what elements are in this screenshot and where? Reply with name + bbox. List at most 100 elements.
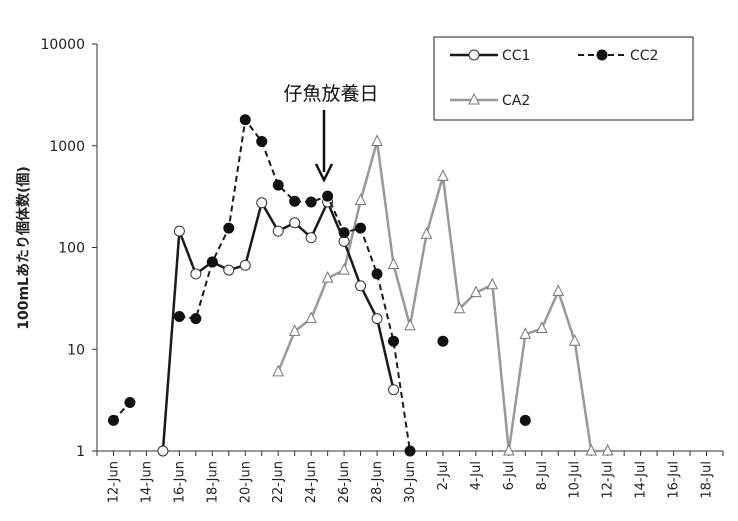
x-tick-label: 28-Jun [370,461,385,503]
data-point-cc2 [206,256,218,268]
data-point-ca2 [404,318,416,331]
y-axis-label: 100mLあたり個体数(個) [15,166,32,330]
series-layer [107,114,614,457]
data-point-cc2 [437,335,449,347]
x-tick-label: 14-Jul [634,461,649,499]
data-point-ca2 [305,311,317,324]
series-cc2 [107,114,531,457]
data-point-ca2 [585,443,598,456]
x-tick-label: 12-Jul [601,461,616,499]
y-tick-label: 1000 [49,139,85,155]
data-point-cc2 [322,190,334,202]
data-point-cc2 [173,310,185,322]
y-tick-label: 10000 [40,37,85,53]
data-point-cc2 [371,268,383,280]
data-point-cc1 [223,264,235,276]
data-point-ca2 [288,324,301,336]
x-tick-label: 12-Jun [106,461,121,503]
x-tick-label: 20-Jun [238,461,253,503]
data-point-cc1 [272,225,284,237]
legend-swatch-marker [468,92,480,105]
data-point-ca2 [486,277,499,290]
data-point-cc1 [388,384,400,396]
data-point-cc2 [289,195,301,207]
x-tick-label: 2-Jul [436,461,451,490]
x-tick-label: 22-Jun [271,461,286,503]
x-tick-label: 10-Jul [568,461,583,499]
data-point-ca2 [453,301,466,314]
data-point-ca2 [552,284,565,296]
data-point-ca2 [470,285,482,298]
y-tick-label: 10 [67,342,85,358]
data-point-cc2 [107,414,119,426]
data-point-ca2 [568,334,581,346]
data-point-cc2 [190,313,202,325]
data-point-cc1 [239,259,251,271]
data-point-ca2 [519,327,532,339]
data-point-cc1 [371,313,383,325]
data-point-ca2 [420,227,433,239]
data-point-cc2 [338,227,350,239]
x-tick-label: 16-Jun [172,461,187,503]
data-point-cc2 [272,179,284,191]
legend-label: CC1 [502,48,530,64]
x-tick-label: 24-Jun [304,461,319,503]
data-point-cc2 [404,445,416,457]
data-point-ca2 [354,193,367,205]
y-tick-label: 100 [58,241,85,257]
legend-label: CC2 [630,48,658,64]
data-point-cc2 [388,335,400,347]
legend-label: CA2 [502,93,530,109]
series-line-cc2 [179,118,411,452]
x-axis-ticks: 12-Jun 14-Jun 16-Jun 18-Jun 20-Jun 22-Jun 24-J… [96,451,724,503]
x-tick-label: 18-Jul [700,461,715,499]
data-point-ca2 [535,321,548,333]
data-point-ca2 [601,443,614,456]
x-tick-label: 30-Jun [403,461,418,503]
y-tick-label: 1 [76,444,85,460]
data-point-ca2 [321,271,334,283]
series-cc1 [157,196,400,457]
legend-item-cc2: CC2 [578,48,658,64]
data-point-cc1 [157,445,169,457]
data-point-cc1 [305,232,317,244]
series-ca2 [272,134,614,456]
data-point-ca2 [387,257,400,270]
x-tick-label: 4-Jul [469,461,484,490]
data-point-ca2 [437,169,449,181]
data-point-ca2 [503,443,515,456]
data-point-cc1 [256,197,268,209]
data-point-cc1 [190,268,202,280]
data-point-cc1 [355,280,367,292]
y-axis-ticks: 1 10 100 1000 10000 [40,37,97,460]
x-tick-label: 14-Jun [139,461,154,503]
legend-swatch-marker [468,49,480,61]
legend-swatch-marker [596,49,608,61]
data-point-ca2 [272,364,285,377]
data-point-cc1 [289,217,301,229]
data-point-cc1 [173,225,185,237]
x-tick-label: 18-Jun [205,461,220,503]
data-point-cc2 [519,414,531,426]
legend-item-ca2: CA2 [450,92,530,109]
data-point-cc2 [124,396,136,408]
annotation: 仔魚放養日 [283,83,379,183]
annotation-text: 仔魚放養日 [283,83,378,105]
data-point-cc2 [305,196,317,208]
x-tick-label: 6-Jul [502,461,517,490]
data-point-ca2 [338,262,350,275]
legend: CC1 CC2 CA2 [433,36,694,121]
series-line-ca2 [277,140,608,453]
x-tick-label: 26-Jun [337,461,352,503]
data-point-cc2 [239,114,251,126]
series-line-cc1 [161,200,395,452]
annotation-arrow-head [314,163,334,183]
data-point-cc2 [355,222,367,234]
data-point-ca2 [371,134,383,147]
x-tick-label: 8-Jul [535,461,550,490]
data-point-cc2 [256,136,268,148]
legend-item-cc1: CC1 [450,48,530,64]
x-tick-label: 16-Jul [667,461,682,499]
data-point-cc2 [223,222,235,234]
